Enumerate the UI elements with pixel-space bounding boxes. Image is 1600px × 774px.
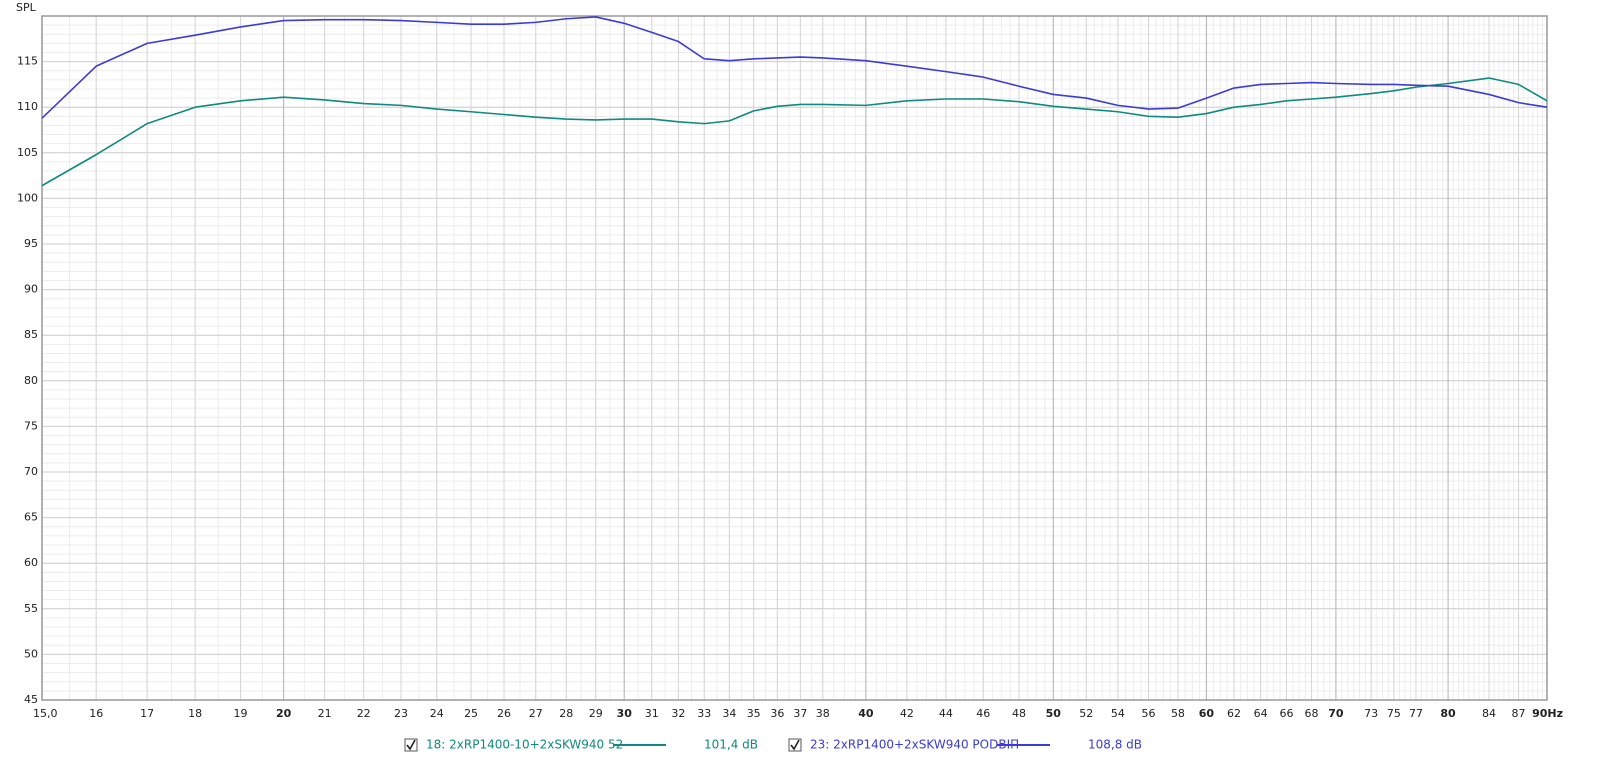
- y-tick-label: 80: [24, 374, 38, 387]
- x-tick-label: 15,0: [33, 707, 58, 720]
- x-tick-label: 75: [1387, 707, 1401, 720]
- x-tick-label: 29: [589, 707, 603, 720]
- x-tick-label: 37: [793, 707, 807, 720]
- x-tick-label: 58: [1171, 707, 1185, 720]
- x-tick-label: 42: [900, 707, 914, 720]
- x-tick-label: 44: [939, 707, 953, 720]
- y-tick-label: 85: [24, 328, 38, 341]
- series-line: [41, 77, 1548, 187]
- x-tick-label: 52: [1079, 707, 1093, 720]
- x-tick-label: 35: [747, 707, 761, 720]
- y-tick-label: 60: [24, 556, 38, 569]
- x-tick-label: 77: [1409, 707, 1423, 720]
- x-tick-label: 33: [697, 707, 711, 720]
- x-tick-label: 23: [394, 707, 408, 720]
- legend-readout: 101,4 dB: [704, 738, 758, 752]
- x-tick-label: 27: [529, 707, 543, 720]
- x-tick-label: 24: [430, 707, 444, 720]
- x-tick-label: 87: [1512, 707, 1526, 720]
- x-tick-label: 18: [188, 707, 202, 720]
- x-tick-label: 54: [1111, 707, 1125, 720]
- x-tick-label: 90Hz: [1532, 707, 1563, 720]
- y-tick-label: 90: [24, 283, 38, 296]
- x-tick-label: 56: [1141, 707, 1155, 720]
- x-tick-label: 46: [976, 707, 990, 720]
- y-tick-label: 105: [17, 146, 38, 159]
- x-tick-label: 38: [816, 707, 830, 720]
- x-tick-label: 20: [276, 707, 292, 720]
- y-tick-label: 45: [24, 693, 38, 706]
- y-tick-label: 115: [17, 55, 38, 68]
- x-tick-label: 60: [1199, 707, 1215, 720]
- x-tick-label: 73: [1364, 707, 1378, 720]
- x-tick-label: 70: [1328, 707, 1344, 720]
- y-tick-label: 65: [24, 511, 38, 524]
- series-line: [41, 16, 1548, 119]
- legend-label: 23: 2xRP1400+2xSKW940 PODBIП: [810, 738, 1019, 752]
- y-axis-label: SPL: [16, 1, 37, 14]
- x-tick-label: 66: [1279, 707, 1293, 720]
- x-tick-label: 17: [140, 707, 154, 720]
- legend-readout: 108,8 dB: [1088, 738, 1142, 752]
- plot-border: [41, 15, 1548, 701]
- x-tick-label: 31: [645, 707, 659, 720]
- legend-label: 18: 2xRP1400-10+2xSKW940 52: [426, 738, 623, 752]
- x-tick-label: 84: [1482, 707, 1496, 720]
- x-tick-label: 64: [1254, 707, 1268, 720]
- x-tick-label: 34: [722, 707, 736, 720]
- x-tick-label: 25: [464, 707, 478, 720]
- x-tick-label: 19: [234, 707, 248, 720]
- x-tick-label: 22: [357, 707, 371, 720]
- x-tick-label: 32: [671, 707, 685, 720]
- x-tick-label: 26: [497, 707, 511, 720]
- legend-checkmark: [790, 739, 800, 751]
- x-tick-label: 68: [1305, 707, 1319, 720]
- y-tick-label: 75: [24, 419, 38, 432]
- y-tick-label: 95: [24, 237, 38, 250]
- x-tick-label: 62: [1227, 707, 1241, 720]
- y-tick-label: 50: [24, 647, 38, 660]
- x-tick-label: 28: [559, 707, 573, 720]
- x-tick-label: 50: [1046, 707, 1062, 720]
- x-tick-label: 30: [617, 707, 633, 720]
- x-tick-label: 48: [1012, 707, 1026, 720]
- x-tick-label: 16: [89, 707, 103, 720]
- x-tick-label: 40: [858, 707, 874, 720]
- y-tick-label: 70: [24, 465, 38, 478]
- y-tick-label: 110: [17, 100, 38, 113]
- y-tick-label: 100: [17, 191, 38, 204]
- legend-checkmark: [406, 739, 416, 751]
- x-tick-label: 80: [1440, 707, 1456, 720]
- y-tick-label: 55: [24, 602, 38, 615]
- x-tick-label: 36: [770, 707, 784, 720]
- x-tick-label: 21: [318, 707, 332, 720]
